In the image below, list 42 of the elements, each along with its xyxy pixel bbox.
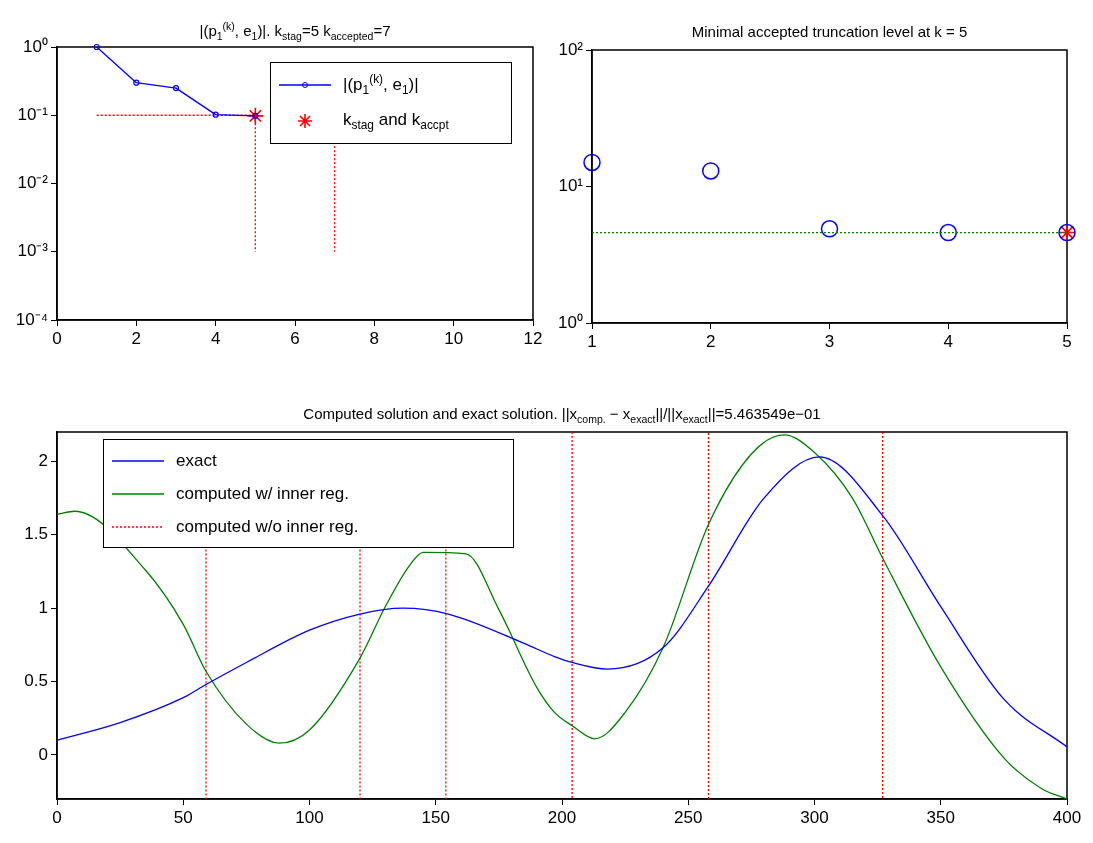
- legend-label: k$_{stag}$ and k$_{accpt}$: [343, 109, 449, 133]
- x-tick-label: 1: [587, 331, 597, 351]
- y-tick-label: 10¹: [558, 176, 584, 196]
- x-tick-label: 400: [1052, 807, 1082, 827]
- legend-label: computed w/ inner reg.: [176, 483, 349, 504]
- y-tick-label: 10⁻⁴: [15, 309, 48, 329]
- y-tick-label: 1.5: [24, 524, 48, 544]
- x-tick-label: 2: [706, 331, 716, 351]
- y-tick-label: 2: [38, 451, 48, 471]
- legend-label: computed w/o inner reg.: [176, 516, 359, 537]
- x-tick-label: 4: [210, 328, 221, 348]
- y-tick-label: 1: [38, 597, 48, 617]
- legend-label: exact: [176, 450, 217, 471]
- x-tick-label: 250: [674, 807, 703, 827]
- y-tick-label: 10⁻²: [17, 173, 49, 193]
- chart-title: Minimal accepted truncation level at k = 5: [691, 23, 968, 40]
- x-tick-label: 5: [1062, 331, 1072, 351]
- x-tick-label: 0: [52, 328, 62, 348]
- x-tick-label: 50: [173, 807, 193, 827]
- y-tick-label: 10²: [558, 39, 584, 59]
- x-tick-label: 300: [800, 807, 829, 827]
- y-tick-label: 10⁰: [558, 312, 583, 332]
- x-tick-label: 8: [369, 328, 380, 348]
- y-tick-label: 10⁰: [23, 36, 48, 56]
- x-tick-label: 4: [943, 331, 953, 351]
- x-tick-label: 100: [295, 807, 324, 827]
- y-tick-label: 0: [38, 744, 48, 764]
- x-tick-label: 0: [52, 807, 62, 827]
- y-tick-label: 10⁻¹: [17, 104, 49, 124]
- x-tick-label: 200: [547, 807, 577, 827]
- x-tick-label: 12: [523, 328, 543, 348]
- legend-label: |(p$_{1}$$^{(k)}$, e$_{1}$)|: [343, 72, 419, 98]
- chart-title: Computed solution and exact solution. ||x$_{comp.}$ − x$_{exact}$||/||x$_{exact}$||=5.463549e−01: [303, 405, 821, 425]
- x-tick-label: 150: [421, 807, 450, 827]
- y-tick-label: 10⁻³: [17, 241, 49, 261]
- x-tick-label: 6: [290, 328, 300, 348]
- x-tick-label: 2: [131, 328, 142, 348]
- y-tick-label: 0.5: [24, 671, 48, 691]
- x-tick-label: 3: [824, 331, 835, 351]
- chart-title: |(p$_{1}$$^{(k)}$, e$_{1}$)|. k$_{stag}$=5 k$_{accepted}$=7: [199, 20, 391, 42]
- x-tick-label: 350: [926, 807, 955, 827]
- x-tick-label: 10: [444, 328, 464, 348]
